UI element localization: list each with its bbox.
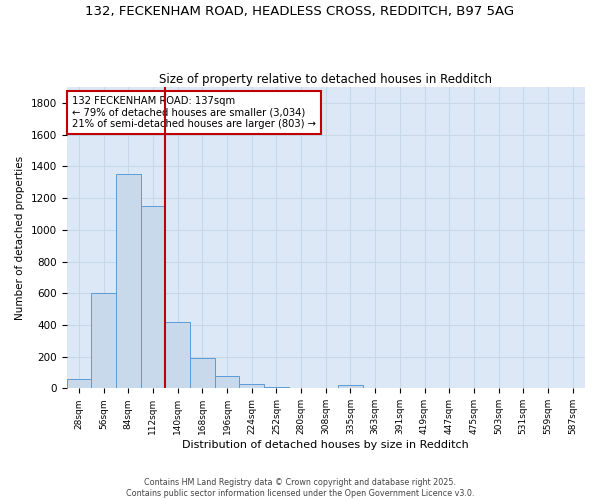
Bar [140,206,165,388]
Bar [165,322,190,388]
Title: Size of property relative to detached houses in Redditch: Size of property relative to detached ho… [159,73,492,86]
Bar [239,384,264,388]
Bar [116,174,140,388]
X-axis label: Distribution of detached houses by size in Redditch: Distribution of detached houses by size … [182,440,469,450]
Bar [91,293,116,388]
Text: 132 FECKENHAM ROAD: 137sqm
← 79% of detached houses are smaller (3,034)
21% of s: 132 FECKENHAM ROAD: 137sqm ← 79% of deta… [72,96,316,130]
Bar [264,387,289,388]
Y-axis label: Number of detached properties: Number of detached properties [15,156,25,320]
Text: Contains HM Land Registry data © Crown copyright and database right 2025.
Contai: Contains HM Land Registry data © Crown c… [126,478,474,498]
Bar [190,358,215,388]
Bar [67,378,91,388]
Bar [338,385,363,388]
Text: 132, FECKENHAM ROAD, HEADLESS CROSS, REDDITCH, B97 5AG: 132, FECKENHAM ROAD, HEADLESS CROSS, RED… [85,5,515,18]
Bar [215,376,239,388]
